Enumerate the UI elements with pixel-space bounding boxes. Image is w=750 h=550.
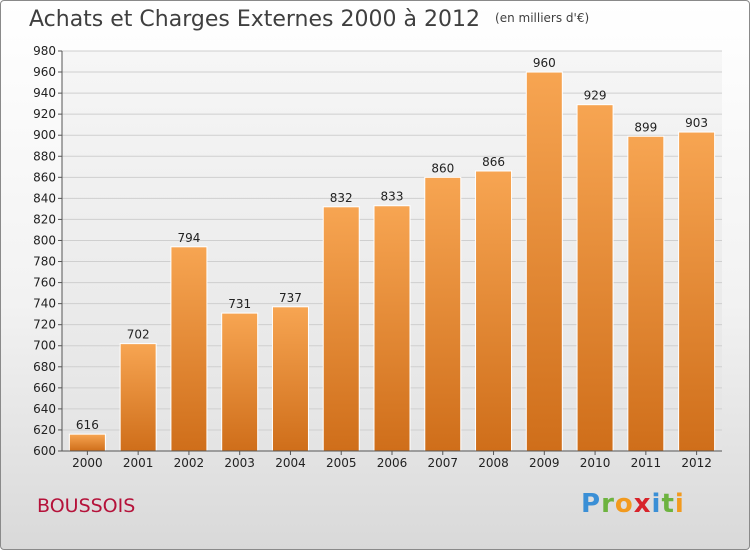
x-tick-label: 2001 bbox=[123, 456, 154, 470]
y-tick-label: 880 bbox=[33, 149, 56, 163]
bar-value-label: 794 bbox=[177, 231, 200, 245]
x-tick-label: 2005 bbox=[326, 456, 357, 470]
y-tick-label: 640 bbox=[33, 402, 56, 416]
bar bbox=[525, 71, 563, 452]
bar-value-label: 616 bbox=[76, 418, 99, 432]
commune-name: BOUSSOIS bbox=[37, 495, 136, 517]
bar-value-label: 702 bbox=[127, 328, 150, 342]
x-tick-label: 2004 bbox=[275, 456, 306, 470]
bar bbox=[373, 205, 411, 452]
logo-letter: i bbox=[674, 489, 685, 519]
logo-letter: r bbox=[601, 489, 615, 519]
logo-letter: i bbox=[651, 489, 662, 519]
bar bbox=[170, 246, 208, 452]
proxiti-logo: Proxiti bbox=[581, 489, 685, 519]
y-tick-label: 960 bbox=[33, 65, 56, 79]
x-tick-label: 2007 bbox=[427, 456, 458, 470]
bar-value-label: 903 bbox=[685, 116, 708, 130]
y-tick-label: 780 bbox=[33, 255, 56, 269]
x-tick-label: 2003 bbox=[224, 456, 255, 470]
y-tick-label: 840 bbox=[33, 191, 56, 205]
bar-value-label: 899 bbox=[634, 120, 657, 134]
logo-letter: t bbox=[661, 489, 675, 519]
x-tick-label: 2011 bbox=[631, 456, 662, 470]
bar-value-label: 832 bbox=[330, 191, 353, 205]
y-tick-label: 740 bbox=[33, 297, 56, 311]
y-tick-label: 820 bbox=[33, 212, 56, 226]
y-tick-label: 720 bbox=[33, 318, 56, 332]
y-tick-label: 700 bbox=[33, 339, 56, 353]
y-tick-label: 600 bbox=[33, 444, 56, 458]
y-tick-label: 900 bbox=[33, 128, 56, 142]
bar-value-label: 929 bbox=[584, 89, 607, 103]
bar-value-label: 737 bbox=[279, 291, 302, 305]
y-tick-label: 800 bbox=[33, 233, 56, 247]
x-tick-label: 2010 bbox=[580, 456, 611, 470]
bar bbox=[322, 206, 360, 452]
logo-letter: o bbox=[614, 489, 634, 519]
bar-value-label: 833 bbox=[381, 190, 404, 204]
bar-value-label: 866 bbox=[482, 155, 505, 169]
x-tick-label: 2002 bbox=[174, 456, 205, 470]
chart-title: Achats et Charges Externes 2000 à 2012 bbox=[29, 7, 480, 32]
y-tick-label: 940 bbox=[33, 86, 56, 100]
logo-letter: P bbox=[581, 489, 602, 519]
bar-value-label: 860 bbox=[431, 161, 454, 175]
bar bbox=[119, 343, 157, 452]
bar-value-label: 960 bbox=[533, 56, 556, 70]
bar bbox=[475, 170, 513, 452]
bar bbox=[424, 176, 462, 452]
chart-title-block: Achats et Charges Externes 2000 à 2012 (… bbox=[29, 7, 589, 32]
x-tick-label: 2006 bbox=[377, 456, 408, 470]
bar-value-label: 731 bbox=[228, 297, 251, 311]
bar bbox=[68, 433, 106, 452]
x-tick-label: 2008 bbox=[478, 456, 509, 470]
y-tick-label: 660 bbox=[33, 381, 56, 395]
chart-unit: (en milliers d'€) bbox=[495, 11, 590, 25]
y-tick-label: 680 bbox=[33, 360, 56, 374]
bar bbox=[627, 135, 665, 452]
bar bbox=[221, 312, 259, 452]
logo-letter: x bbox=[633, 489, 652, 519]
x-tick-label: 2012 bbox=[681, 456, 712, 470]
x-tick-label: 2009 bbox=[529, 456, 560, 470]
bar bbox=[678, 131, 716, 452]
y-tick-label: 620 bbox=[33, 423, 56, 437]
bar bbox=[271, 306, 309, 452]
y-tick-label: 980 bbox=[33, 44, 56, 58]
y-tick-label: 860 bbox=[33, 170, 56, 184]
bar bbox=[576, 104, 614, 452]
y-tick-label: 920 bbox=[33, 107, 56, 121]
x-tick-label: 2000 bbox=[72, 456, 103, 470]
y-tick-label: 760 bbox=[33, 276, 56, 290]
